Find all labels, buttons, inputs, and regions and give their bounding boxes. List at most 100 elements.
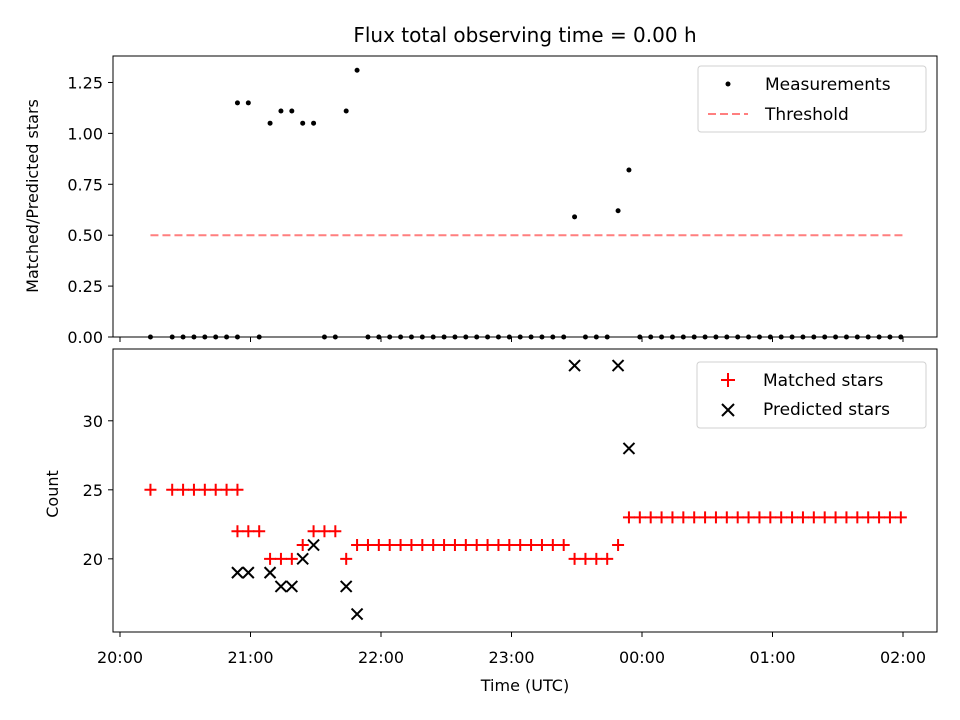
matched-star-point	[851, 511, 864, 524]
bottom-x-tick-label: 01:00	[749, 648, 795, 667]
top-axes-frame	[112, 55, 938, 338]
matched-star-point	[829, 511, 842, 524]
measurement-point	[615, 208, 621, 214]
predicted-star-point	[285, 580, 299, 593]
bottom-y-tick-label: 30	[83, 412, 103, 431]
predicted-star-point	[242, 566, 255, 579]
predicted-star-point	[350, 607, 364, 621]
measurement-point	[278, 108, 284, 114]
matched-star-point	[699, 511, 712, 524]
matched-star-point	[427, 539, 440, 552]
matched-star-point	[372, 539, 385, 552]
top-y-tick-label: 0.00	[67, 328, 103, 347]
matched-star-point	[633, 511, 646, 524]
matched-star-point	[416, 539, 429, 552]
matched-star-point	[144, 483, 157, 496]
predicted-star-point	[263, 566, 277, 579]
matched-star-point	[318, 525, 331, 538]
legend-predicted-marker	[721, 403, 735, 417]
bottom-x-tick-label: 22:00	[358, 648, 404, 667]
matched-star-point	[873, 511, 886, 524]
matched-star-point	[481, 539, 494, 552]
bottom-x-tick-label: 00:00	[619, 648, 665, 667]
predicted-star-point	[611, 359, 625, 372]
matched-star-point	[187, 483, 200, 496]
bottom-x-tick-label: 20:00	[97, 648, 143, 667]
top-panel: 0.00 0.25 0.50 0.75 1.00 1.25 Matched/Predict…	[23, 55, 938, 347]
measurement-point	[572, 214, 578, 220]
matched-star-point	[264, 552, 277, 565]
matched-star-point	[709, 511, 722, 524]
bottom-legend: Matched stars Predicted stars	[696, 361, 927, 429]
bottom-legend-box	[696, 361, 927, 429]
top-marks	[147, 67, 904, 340]
matched-star-point	[840, 511, 853, 524]
matched-star-point	[579, 552, 592, 565]
predicted-star-point	[339, 580, 353, 593]
predicted-star-point	[274, 580, 288, 593]
top-y-axis-label: Matched/Predicted stars	[23, 99, 42, 293]
top-x-ticks	[119, 337, 904, 342]
measurement-point	[354, 67, 360, 73]
legend-measurements-label: Measurements	[765, 75, 891, 95]
measurement-point	[245, 100, 251, 106]
measurement-point	[289, 108, 295, 114]
top-y-tick-label: 0.50	[67, 226, 103, 245]
bottom-marks	[144, 359, 907, 621]
matched-star-point	[231, 483, 244, 496]
measurement-point	[300, 120, 306, 126]
bottom-y-tick-label: 25	[83, 481, 103, 500]
measurement-point	[626, 167, 632, 173]
predicted-star-point	[568, 359, 581, 372]
top-y-tick-label: 1.00	[67, 124, 103, 143]
matched-star-point	[503, 539, 516, 552]
predicted-star-point	[231, 566, 244, 579]
bottom-panel: 20 25 30 20:00 21:00 22:00 23:00 00:00 01:00 02:…	[43, 348, 938, 695]
measurement-point	[234, 100, 240, 106]
matched-star-point	[285, 552, 298, 565]
matched-star-point	[307, 525, 320, 538]
bottom-x-tick-label: 21:00	[227, 648, 273, 667]
legend-measurements-marker	[725, 81, 731, 87]
matched-star-point	[525, 539, 538, 552]
matched-star-point	[514, 539, 527, 552]
matched-star-point	[883, 511, 896, 524]
matched-star-point	[394, 539, 407, 552]
matched-star-point	[557, 539, 570, 552]
matched-star-point	[535, 539, 548, 552]
matched-star-point	[177, 483, 190, 496]
matched-star-point	[546, 539, 559, 552]
matched-star-point	[742, 511, 755, 524]
top-y-tick-label: 0.75	[67, 175, 103, 194]
matched-star-point	[351, 539, 364, 552]
matched-star-point	[807, 511, 820, 524]
matched-star-point	[329, 525, 342, 538]
bottom-axes-frame	[112, 348, 938, 633]
matched-star-point	[459, 539, 472, 552]
measurement-point	[343, 108, 349, 114]
top-legend: Measurements Threshold	[697, 65, 927, 133]
chart-title: Flux total observing time = 0.00 h	[353, 23, 696, 47]
top-legend-box	[697, 65, 927, 133]
predicted-star-point	[296, 552, 309, 566]
matched-star-point	[894, 511, 907, 524]
matched-star-point	[470, 539, 483, 552]
predicted-star-point	[307, 538, 320, 552]
matched-star-point	[677, 511, 690, 524]
matched-star-point	[296, 539, 309, 552]
matched-star-point	[655, 511, 668, 524]
matched-star-point	[688, 511, 701, 524]
matched-star-point	[383, 539, 396, 552]
bottom-x-tick-label: 23:00	[488, 648, 534, 667]
bottom-y-tick-label: 20	[83, 550, 103, 569]
matched-star-point	[405, 539, 418, 552]
legend-matched-marker	[721, 373, 735, 387]
matched-star-point	[448, 539, 461, 552]
matched-star-point	[862, 511, 875, 524]
matched-star-point	[231, 525, 244, 538]
top-y-tick-label: 1.25	[67, 73, 103, 92]
matched-star-point	[622, 511, 635, 524]
matched-star-point	[764, 511, 777, 524]
matched-star-point	[753, 511, 766, 524]
